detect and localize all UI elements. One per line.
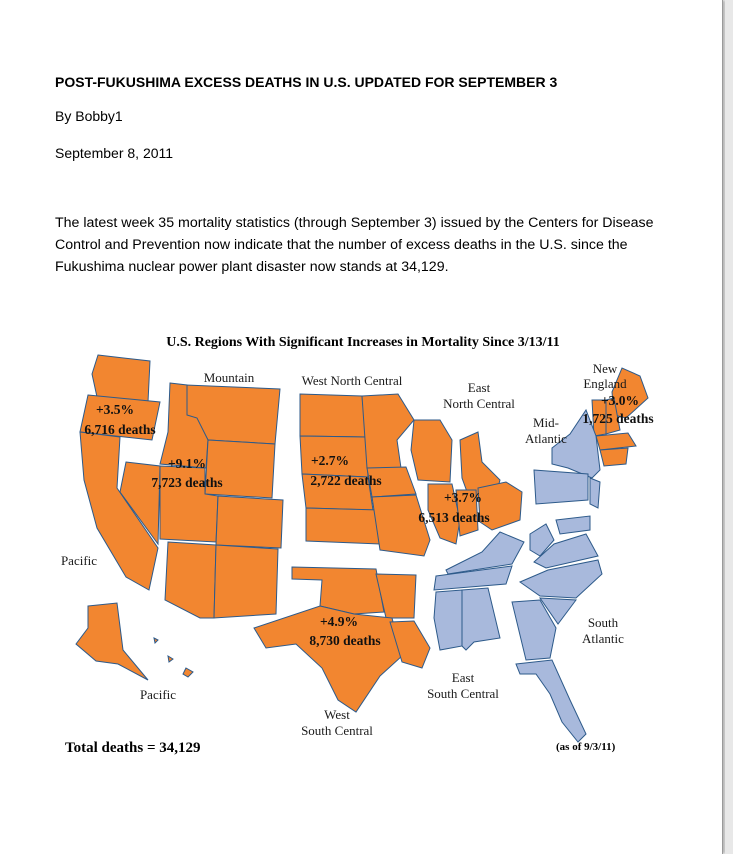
state-ar: [375, 573, 417, 619]
map-title: U.S. Regions With Significant Increases …: [166, 335, 560, 350]
wnc-pct: +2.7%: [311, 453, 349, 468]
label-new-england-1: New: [593, 361, 618, 376]
enc-deaths: 6,513 deaths: [418, 510, 489, 525]
label-south-atlantic-2: Atlantic: [582, 631, 624, 646]
label-west-south-central-1: West: [324, 707, 350, 722]
state-or: [79, 394, 161, 441]
mountain-deaths: 7,723 deaths: [151, 475, 222, 490]
label-mid-atlantic-1: Mid-: [533, 415, 559, 430]
window-gutter: [725, 0, 733, 854]
state-ma: [595, 432, 637, 451]
publish-date: September 8, 2011: [55, 145, 174, 161]
label-pacific: Pacific: [61, 553, 97, 568]
mountain-pct: +9.1%: [168, 456, 206, 471]
body-paragraph: The latest week 35 mortality statistics …: [55, 215, 654, 275]
region-pacific: [75, 354, 194, 681]
state-la: [389, 620, 431, 669]
state-wy: [204, 439, 276, 499]
state-ky: [445, 531, 525, 575]
label-new-england-2: England: [583, 376, 627, 391]
state-ct-ri: [599, 447, 629, 467]
state-nj: [589, 477, 601, 509]
enc-pct: +3.7%: [444, 490, 482, 505]
state-wi: [410, 419, 453, 483]
label-west-south-central-2: South Central: [301, 723, 373, 738]
label-mid-atlantic-2: Atlantic: [525, 431, 567, 446]
region-east-north-central: [410, 419, 523, 545]
label-east-south-central-1: East: [452, 670, 475, 685]
document-title: POST-FUKUSHIMA EXCESS DEATHS IN U.S. UPD…: [55, 74, 558, 90]
new-england-deaths: 1,725 deaths: [582, 411, 653, 426]
state-al: [461, 587, 501, 651]
wsc-pct: +4.9%: [320, 614, 358, 629]
state-va: [533, 533, 599, 569]
state-tn: [433, 565, 513, 591]
state-ga: [511, 599, 557, 661]
state-tx: [253, 605, 403, 713]
region-west-north-central: [299, 393, 431, 557]
region-mountain: [119, 382, 284, 619]
state-ia: [366, 466, 417, 498]
region-south-atlantic: [511, 515, 603, 743]
state-ny: [551, 408, 601, 479]
state-mo: [371, 494, 431, 557]
label-mountain: Mountain: [204, 370, 255, 385]
label-east-north-central-1: East: [468, 380, 491, 395]
state-ok: [291, 566, 385, 615]
new-england-pct: +3.0%: [601, 393, 639, 408]
state-wv: [529, 523, 555, 557]
label-south-atlantic-1: South: [588, 615, 619, 630]
state-az: [164, 541, 217, 619]
state-nm: [213, 544, 279, 619]
label-east-south-central-2: South Central: [427, 686, 499, 701]
state-ks: [305, 507, 381, 545]
as-of-date: (as of 9/3/11): [556, 741, 616, 753]
state-il: [427, 483, 461, 545]
state-nc: [518, 559, 603, 599]
state-fl: [515, 659, 587, 743]
byline: By Bobby1: [55, 108, 123, 124]
state-oh: [477, 481, 523, 531]
state-nh: [605, 397, 621, 435]
total-deaths: Total deaths = 34,129: [65, 740, 201, 756]
state-nd: [299, 393, 367, 438]
state-co: [215, 495, 284, 549]
state-mn: [361, 393, 415, 469]
region-mid-atlantic: [533, 408, 601, 509]
state-wa: [91, 354, 151, 403]
state-hi: [153, 637, 194, 678]
state-ca: [79, 431, 159, 591]
state-sc: [539, 597, 577, 625]
state-ak: [75, 602, 149, 681]
pacific-deaths: 6,716 deaths: [84, 422, 155, 437]
region-west-south-central: [253, 566, 431, 713]
pacific-pct: +3.5%: [96, 402, 134, 417]
region-east-south-central: [433, 531, 525, 651]
label-east-north-central-2: North Central: [443, 396, 515, 411]
wsc-deaths: 8,730 deaths: [309, 633, 380, 648]
label-west-north-central: West North Central: [302, 373, 403, 388]
label-pacific-alaska: Pacific: [140, 687, 176, 702]
region-new-england: [591, 367, 649, 467]
state-in: [455, 489, 479, 537]
state-pa: [533, 469, 589, 505]
state-ms: [433, 589, 463, 651]
wnc-deaths: 2,722 deaths: [310, 473, 381, 488]
state-md-de: [555, 515, 591, 535]
state-nv: [119, 461, 161, 546]
